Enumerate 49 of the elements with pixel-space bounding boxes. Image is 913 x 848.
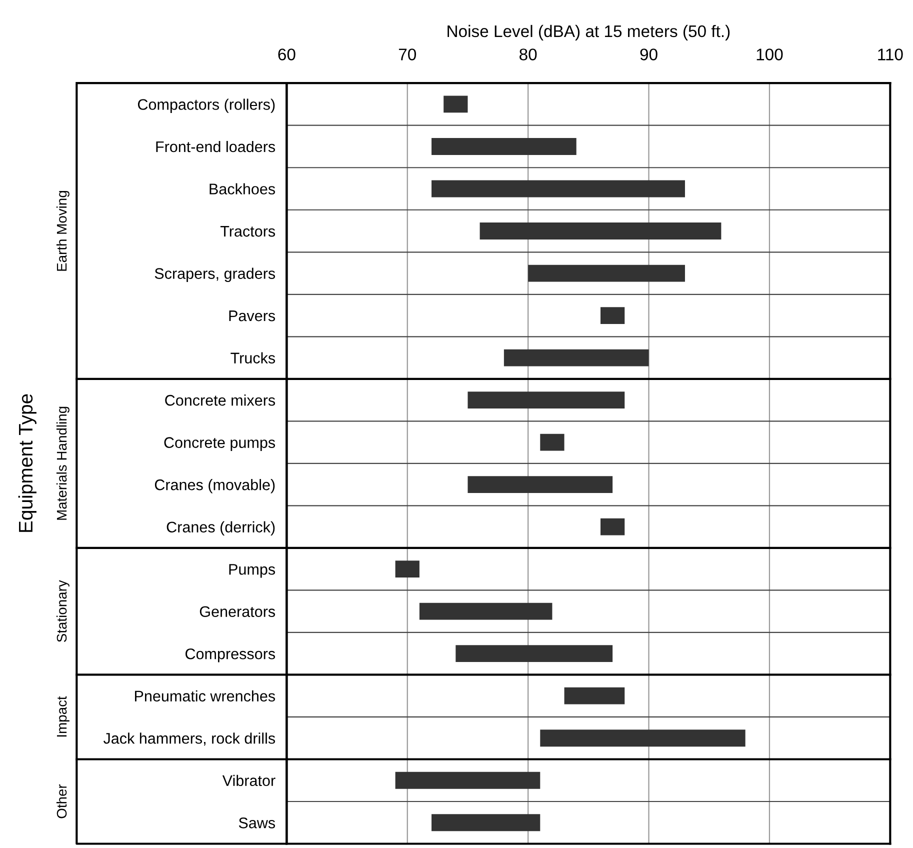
x-tick-label: 60 (278, 48, 296, 60)
y-tick-label: Cranes (derrick) (166, 521, 275, 536)
text: Materials Handling (56, 406, 70, 520)
y-tick-label: Compactors (rollers) (138, 98, 275, 113)
bar (444, 96, 468, 113)
y-tick-label: Generators (200, 606, 276, 618)
text: Other (56, 784, 67, 818)
bar (419, 602, 552, 620)
bar (468, 392, 625, 408)
bar (432, 180, 685, 198)
x-tick-label: 100 (756, 48, 783, 60)
bar (432, 138, 576, 155)
x-tick-label: 70 (398, 48, 416, 60)
text: Stationary (56, 580, 70, 642)
bar (432, 814, 540, 832)
y-tick-label: Backhoes (210, 183, 276, 194)
y-tick-label: Cranes (movable) (154, 479, 275, 494)
bar (456, 645, 613, 662)
bar (468, 476, 613, 494)
x-axis-title: Noise Level (dBA) at 15 meters (50 ft.) (448, 24, 730, 40)
y-tick-label: Saws (238, 818, 276, 828)
bar (528, 264, 685, 282)
y-tick-label: Trucks (230, 352, 276, 364)
text: Earth Moving (56, 190, 70, 271)
y-tick-label: Concrete mixers (165, 394, 276, 406)
text: Impact (56, 696, 70, 737)
y-tick-label: Scrapers, graders (154, 268, 276, 282)
y-tick-label: Pneumatic wrenches (135, 690, 276, 702)
bar (540, 730, 746, 747)
y-tick-label: Pavers (229, 310, 276, 322)
x-tick-label: 80 (520, 48, 537, 60)
y-tick-label: Pumps (229, 564, 276, 578)
x-tick-label: 110 (878, 48, 903, 60)
y-tick-label: Concrete pumps (164, 437, 276, 452)
y-tick-label: Jack hammers, rock drills (103, 732, 276, 746)
y-tick-label: Front-end loaders (156, 140, 276, 152)
y-axis-title: Equipment Type (18, 394, 36, 532)
bar (564, 687, 625, 704)
x-tick-label: 90 (640, 48, 658, 60)
bar (540, 434, 564, 451)
y-tick-label: Vibrator (222, 774, 276, 786)
y-tick-label: Tractors (220, 226, 276, 237)
bar (395, 772, 540, 789)
bar (395, 560, 420, 578)
bar (600, 307, 625, 324)
bar (504, 349, 649, 366)
y-tick-label: Compressors (186, 648, 276, 662)
bar (600, 518, 625, 536)
bar (480, 222, 722, 240)
